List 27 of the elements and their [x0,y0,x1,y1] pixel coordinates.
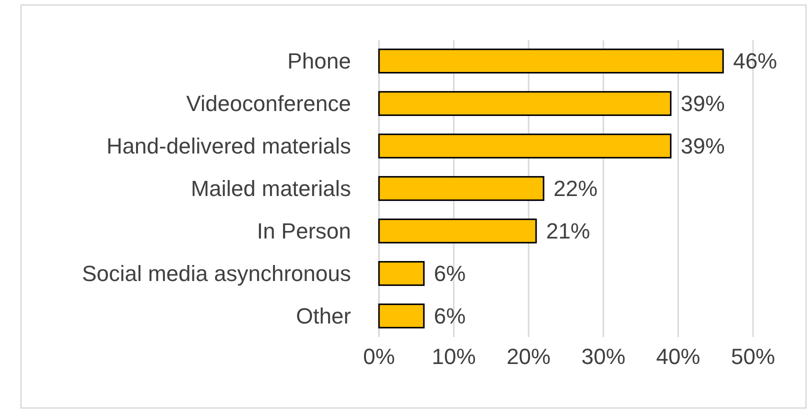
bar [378,218,537,244]
data-label: 6% [434,261,466,286]
y-tick-label: Mailed materials [190,176,351,202]
bar [378,304,425,328]
y-tick-label: Phone [287,48,351,74]
x-tick-label: 50% [730,344,776,369]
y-tick-label: Other [296,304,351,329]
data-label: 46% [733,48,778,74]
y-tick-label: Social media asynchronous [82,261,351,286]
data-label: 21% [546,218,590,244]
bar [378,261,425,286]
data-label: 39% [680,134,725,159]
x-tick-label: 10% [432,344,476,369]
data-label: 22% [554,176,598,202]
bar [378,176,544,201]
x-tick-label: 20% [506,344,551,369]
bar [378,91,672,116]
bar [378,134,672,158]
x-tick-label: 30% [581,344,626,369]
y-tick-label: Hand-delivered materials [106,134,351,159]
bar [378,48,724,74]
y-tick-label: In Person [256,218,351,244]
x-tick-label: 0% [363,344,395,369]
data-label: 6% [434,304,466,329]
y-tick-label: Videoconference [186,91,351,116]
data-label: 39% [680,91,725,116]
x-tick-label: 40% [656,344,700,369]
